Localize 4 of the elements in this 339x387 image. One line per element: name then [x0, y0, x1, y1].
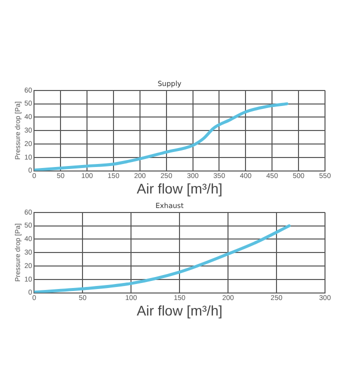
- x-axis-title: Air flow [m³/h]: [136, 302, 222, 318]
- line-series: [34, 224, 291, 293]
- x-axis-title: Air flow [m³/h]: [136, 180, 222, 196]
- line-series: [34, 102, 288, 171]
